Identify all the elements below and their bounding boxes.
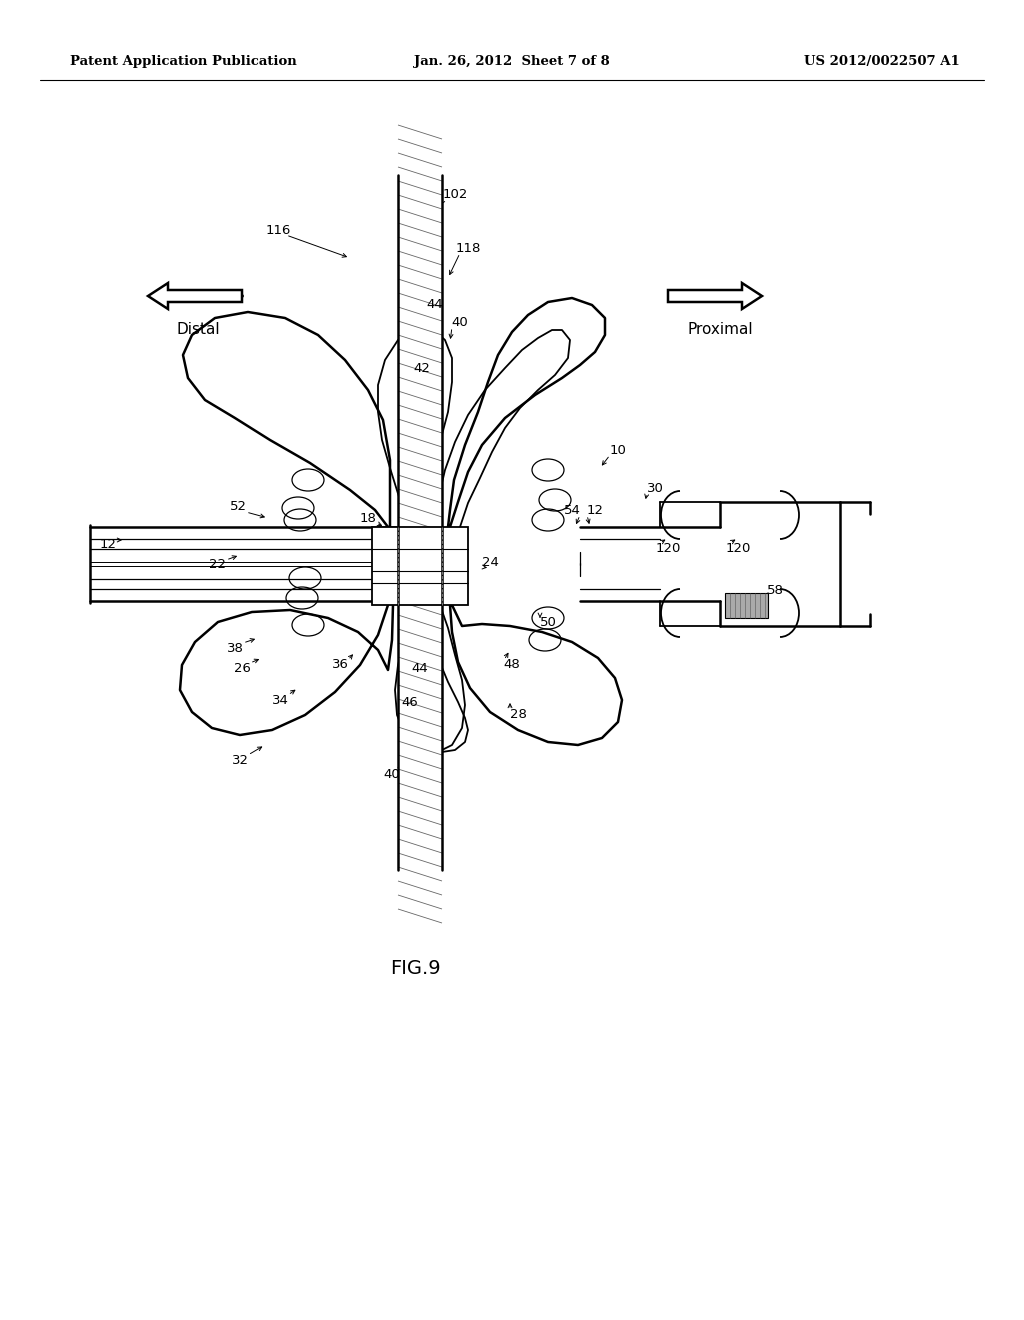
Text: Patent Application Publication: Patent Application Publication — [70, 55, 297, 69]
Text: 22: 22 — [210, 558, 226, 572]
Text: 58: 58 — [767, 583, 783, 597]
Text: 46: 46 — [401, 696, 419, 709]
Text: Proximal: Proximal — [687, 322, 753, 338]
Text: 36: 36 — [332, 659, 348, 672]
Text: 40: 40 — [452, 315, 468, 329]
Text: 54: 54 — [563, 503, 581, 516]
Polygon shape — [148, 282, 242, 309]
Polygon shape — [668, 282, 762, 309]
Polygon shape — [725, 593, 768, 618]
Text: 52: 52 — [229, 500, 247, 513]
Text: 102: 102 — [442, 189, 468, 202]
Text: 118: 118 — [456, 242, 480, 255]
Text: 26: 26 — [233, 661, 251, 675]
Text: 12: 12 — [99, 539, 117, 552]
Text: 34: 34 — [271, 693, 289, 706]
Polygon shape — [372, 527, 468, 605]
Text: 44: 44 — [427, 298, 443, 312]
Polygon shape — [398, 176, 442, 870]
Text: 12: 12 — [587, 503, 603, 516]
Text: 18: 18 — [359, 511, 377, 524]
Text: 48: 48 — [504, 659, 520, 672]
Text: 38: 38 — [226, 642, 244, 655]
Text: 120: 120 — [725, 541, 751, 554]
Text: Jan. 26, 2012  Sheet 7 of 8: Jan. 26, 2012 Sheet 7 of 8 — [414, 55, 610, 69]
Text: US 2012/0022507 A1: US 2012/0022507 A1 — [804, 55, 961, 69]
Text: 30: 30 — [646, 482, 664, 495]
Text: Distal: Distal — [176, 322, 220, 338]
Text: 42: 42 — [414, 362, 430, 375]
Text: 40: 40 — [384, 768, 400, 781]
Text: 24: 24 — [481, 556, 499, 569]
Text: FIG.9: FIG.9 — [390, 958, 440, 978]
Text: 116: 116 — [265, 223, 291, 236]
Text: 32: 32 — [231, 754, 249, 767]
Text: 50: 50 — [540, 615, 556, 628]
Text: 28: 28 — [510, 709, 526, 722]
Text: 10: 10 — [609, 444, 627, 457]
Text: 120: 120 — [655, 541, 681, 554]
Text: 44: 44 — [412, 661, 428, 675]
